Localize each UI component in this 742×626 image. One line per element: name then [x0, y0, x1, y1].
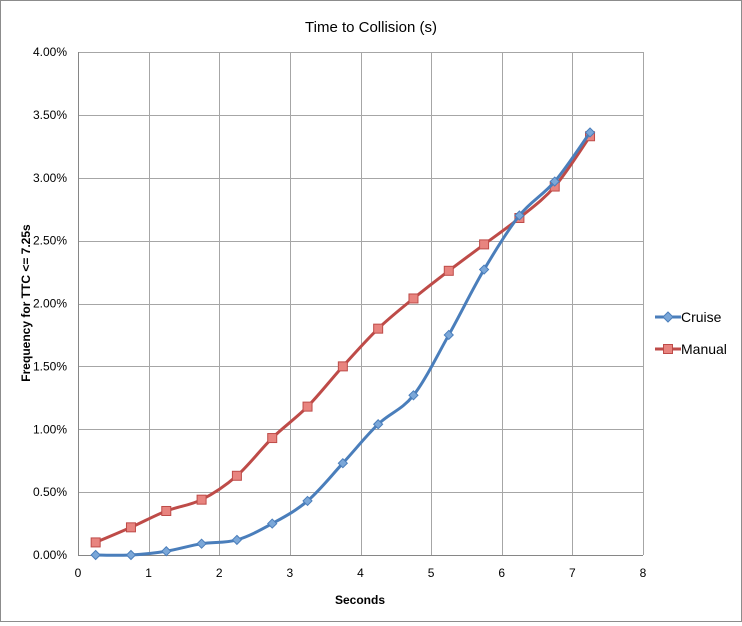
data-point	[478, 264, 490, 275]
data-point	[302, 495, 313, 507]
data-point	[196, 494, 207, 505]
series-cruise	[90, 127, 596, 561]
legend-item-cruise: Cruise	[655, 309, 722, 325]
legend-marker	[663, 344, 673, 354]
grid	[78, 52, 644, 556]
y-tick-label: 2.00%	[33, 297, 67, 311]
data-point	[90, 537, 101, 548]
x-tick-label: 7	[569, 566, 576, 580]
data-point	[372, 419, 384, 430]
x-tick-label: 5	[428, 566, 435, 580]
series-manual	[90, 131, 596, 548]
data-point	[267, 518, 278, 529]
x-axis-label: Seconds	[335, 593, 385, 607]
data-point	[161, 546, 172, 557]
data-point	[337, 457, 349, 469]
data-point	[267, 433, 278, 444]
x-tick-label: 8	[640, 566, 647, 580]
legend: Cruise Manual	[655, 309, 727, 357]
data-point	[196, 538, 207, 549]
x-tick-label: 1	[145, 566, 152, 580]
y-tick-labels: 0.00% 0.50% 1.00% 1.50% 2.00% 2.50% 3.00% 3.50%…	[33, 45, 67, 562]
series-layer	[90, 127, 596, 561]
legend-marker	[662, 311, 674, 323]
legend-label: Cruise	[681, 309, 722, 325]
legend-item-manual: Manual	[655, 341, 727, 357]
data-point	[125, 549, 137, 561]
data-point	[231, 534, 243, 546]
y-axis-label: Frequency for TTC <= 7.25s	[19, 224, 33, 382]
series-line	[95, 131, 592, 557]
y-tick-label: 3.00%	[33, 171, 67, 185]
legend-label: Manual	[681, 341, 727, 357]
x-tick-label: 4	[357, 566, 364, 580]
x-tick-label: 6	[498, 566, 505, 580]
data-point	[373, 323, 384, 334]
data-point	[408, 390, 419, 401]
data-point	[549, 176, 560, 187]
data-point	[125, 522, 136, 533]
data-point	[337, 361, 348, 372]
y-tick-label: 0.00%	[33, 548, 67, 562]
data-point	[408, 293, 419, 304]
y-tick-label: 4.00%	[33, 45, 67, 59]
x-tick-labels: 0 1 2 3 4 5 6 7 8	[75, 566, 647, 580]
data-point	[479, 239, 490, 250]
series-line	[95, 135, 592, 544]
x-tick-label: 2	[216, 566, 223, 580]
y-tick-label: 1.00%	[33, 422, 67, 436]
y-tick-label: 2.50%	[33, 234, 67, 248]
y-tick-label: 3.50%	[33, 108, 67, 122]
data-point	[514, 210, 525, 221]
x-tick-label: 0	[75, 566, 82, 580]
data-point	[302, 401, 313, 412]
data-point	[231, 470, 242, 481]
x-tick-label: 3	[287, 566, 294, 580]
data-point	[443, 329, 454, 341]
y-tick-label: 1.50%	[33, 359, 67, 373]
chart-title: Time to Collision (s)	[305, 19, 437, 36]
data-point	[161, 505, 172, 516]
data-point	[443, 265, 454, 276]
data-point	[90, 549, 101, 561]
data-point	[584, 127, 596, 138]
y-tick-label: 0.50%	[33, 485, 67, 499]
